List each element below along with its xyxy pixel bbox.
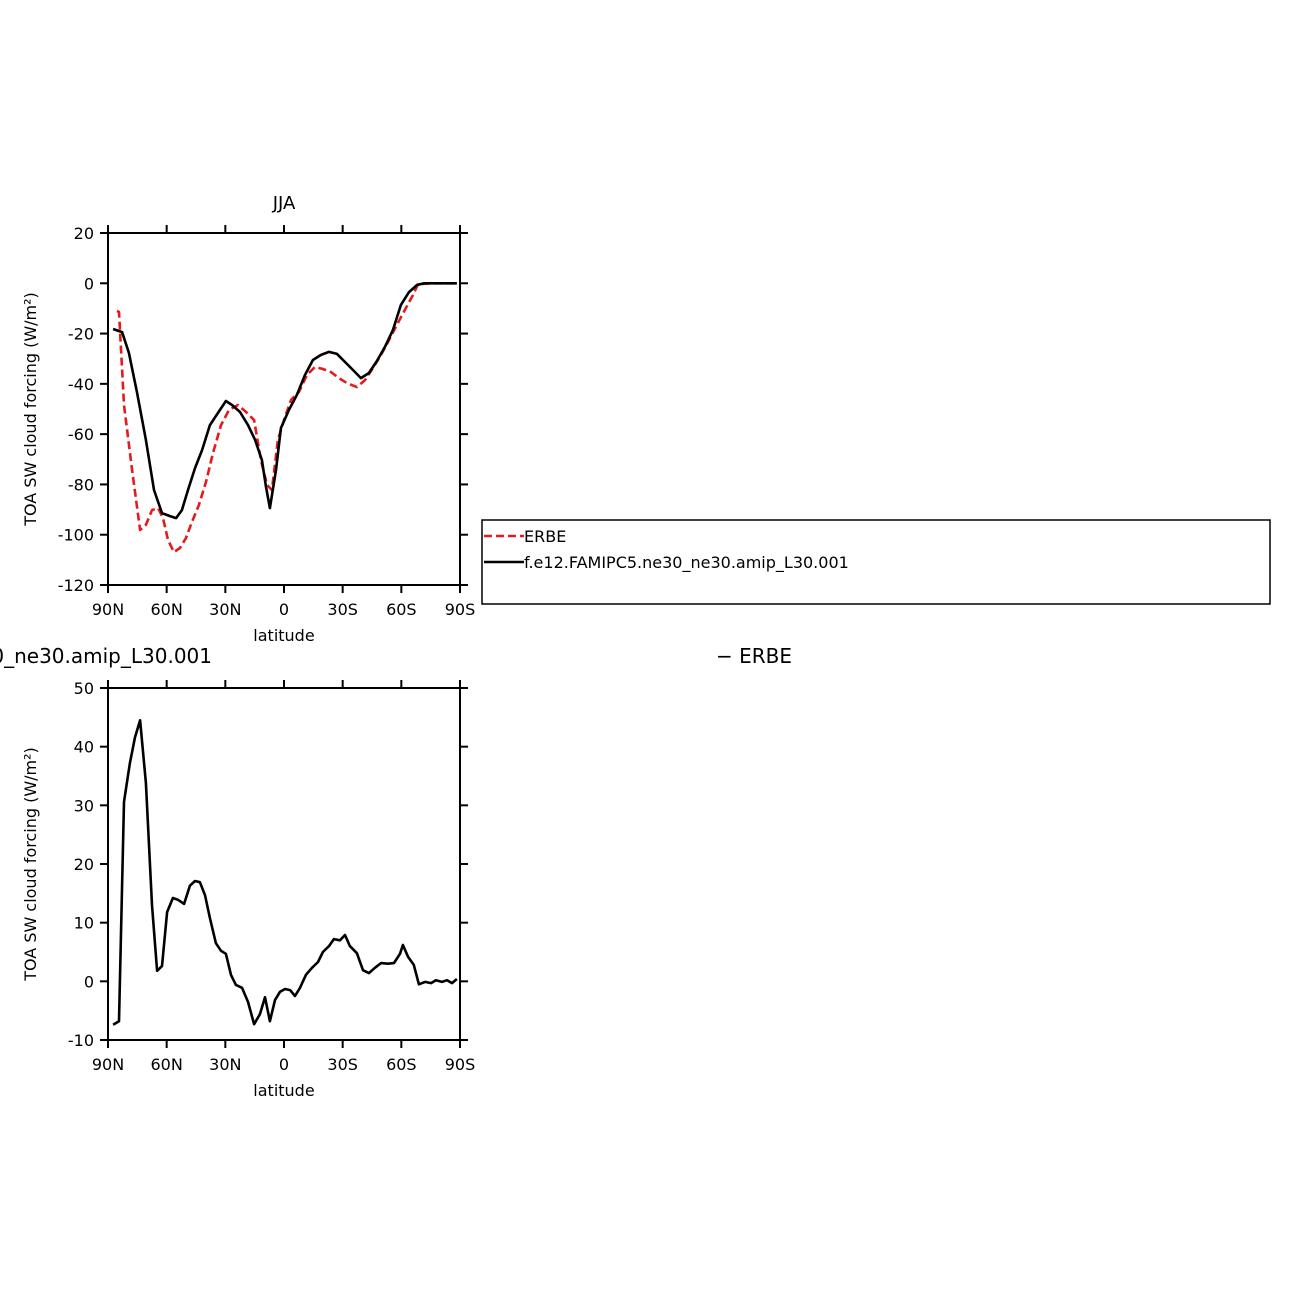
- x-axis-label: latitude: [253, 626, 314, 645]
- x-tick-label: 30N: [209, 1055, 241, 1074]
- x-tick-label: 90S: [445, 1055, 476, 1074]
- x-tick-label: 60S: [386, 600, 417, 619]
- x-tick-label: 30S: [327, 1055, 358, 1074]
- x-tick-label: 0: [279, 600, 289, 619]
- x-tick-label: 60N: [151, 600, 183, 619]
- chart-title: JJA: [272, 193, 296, 214]
- y-tick-label: 20: [74, 855, 94, 874]
- legend-label: ERBE: [524, 527, 566, 546]
- y-tick-label: 0: [84, 972, 94, 991]
- y-tick-label: 30: [74, 796, 94, 815]
- legend-box: [481, 519, 1271, 605]
- data-line: [112, 719, 458, 1026]
- plot-frame: [107, 232, 461, 586]
- x-tick-label: 90N: [92, 1055, 124, 1074]
- x-tick-label: 0: [279, 1055, 289, 1074]
- y-tick-label: 50: [74, 679, 94, 698]
- y-tick-label: -120: [58, 576, 94, 595]
- chart-title-right: − ERBE: [716, 644, 792, 668]
- y-tick-label: -20: [68, 325, 94, 344]
- y-tick-label: -80: [68, 475, 94, 494]
- y-tick-label: 0: [84, 274, 94, 293]
- x-tick-label: 60N: [151, 1055, 183, 1074]
- x-axis-label: latitude: [253, 1081, 314, 1100]
- data-line: [112, 282, 457, 520]
- x-tick-label: 30N: [209, 600, 241, 619]
- x-tick-label: 90S: [445, 600, 476, 619]
- x-tick-label: 60S: [386, 1055, 417, 1074]
- x-tick-label: 90N: [92, 600, 124, 619]
- y-axis-label: TOA SW cloud forcing (W/m²): [21, 747, 40, 982]
- y-tick-label: -60: [68, 425, 94, 444]
- y-tick-label: -100: [58, 526, 94, 545]
- y-tick-label: 10: [74, 914, 94, 933]
- y-tick-label: -40: [68, 375, 94, 394]
- plot-frame: [107, 687, 461, 1041]
- chart-title-left: f.e12.FAMIPC5.ne30_ne30.amip_L30.001: [0, 644, 212, 668]
- y-axis-label: TOA SW cloud forcing (W/m²): [21, 292, 40, 527]
- legend-label: f.e12.FAMIPC5.ne30_ne30.amip_L30.001: [524, 553, 849, 573]
- y-tick-label: 40: [74, 738, 94, 757]
- x-tick-label: 30S: [327, 600, 358, 619]
- y-tick-label: -10: [68, 1031, 94, 1050]
- y-tick-label: 20: [74, 224, 94, 243]
